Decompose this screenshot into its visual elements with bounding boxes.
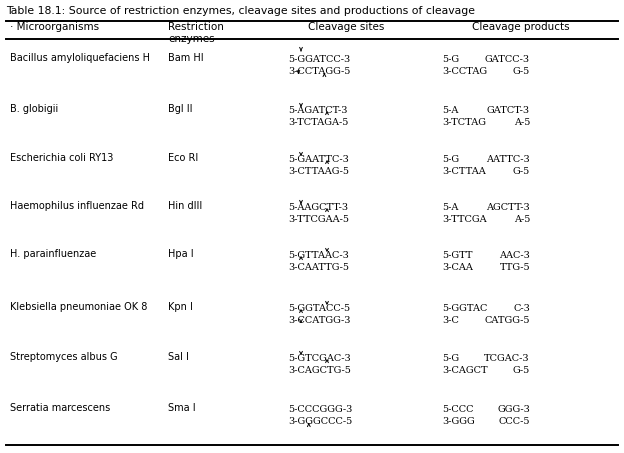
Text: 3-CTTAAG-5: 3-CTTAAG-5: [288, 167, 349, 176]
Text: 5-GTCGAC-3: 5-GTCGAC-3: [288, 354, 351, 363]
Text: 5-G: 5-G: [442, 55, 459, 64]
Text: 3-CAATTG-5: 3-CAATTG-5: [288, 263, 349, 272]
Text: Bacillus amyloliquefaciens H: Bacillus amyloliquefaciens H: [10, 53, 150, 63]
Text: 3-CTTAA: 3-CTTAA: [442, 167, 485, 176]
Text: 5-GGTACC-5: 5-GGTACC-5: [288, 304, 350, 313]
Text: 3-CAGCT: 3-CAGCT: [442, 366, 487, 375]
Text: 5-GAATTC-3: 5-GAATTC-3: [288, 155, 349, 164]
Text: 5-GGTAC: 5-GGTAC: [442, 304, 487, 313]
Text: G-5: G-5: [513, 366, 530, 375]
Text: 3-GGG: 3-GGG: [442, 417, 475, 426]
Text: Klebsiella pneumoniae OK 8: Klebsiella pneumoniae OK 8: [10, 302, 147, 312]
Text: 3-CCTAGG-5: 3-CCTAGG-5: [288, 67, 350, 76]
Text: G-5: G-5: [513, 67, 530, 76]
Text: 5-GTT: 5-GTT: [442, 251, 472, 260]
Text: TTG-5: TTG-5: [499, 263, 530, 272]
Text: Hpa I: Hpa I: [168, 249, 193, 259]
Text: Kpn I: Kpn I: [168, 302, 193, 312]
Text: 3-CCTAG: 3-CCTAG: [442, 67, 487, 76]
Text: C-3: C-3: [513, 304, 530, 313]
Text: Table 18.1: Source of restriction enzymes, cleavage sites and productions of cle: Table 18.1: Source of restriction enzyme…: [6, 6, 475, 16]
Text: 5-A: 5-A: [442, 106, 459, 115]
Text: 5-CCC: 5-CCC: [442, 405, 474, 414]
Text: 3-TCTAG: 3-TCTAG: [442, 118, 486, 127]
Text: A-5: A-5: [514, 118, 530, 127]
Text: 5-G: 5-G: [442, 354, 459, 363]
Text: Cleavage products: Cleavage products: [472, 22, 570, 32]
Text: 3-TTCGA: 3-TTCGA: [442, 215, 487, 224]
Text: GATCT-3: GATCT-3: [487, 106, 530, 115]
Text: 5-AGATCT-3: 5-AGATCT-3: [288, 106, 348, 115]
Text: G-5: G-5: [513, 167, 530, 176]
Text: CATGG-5: CATGG-5: [484, 316, 530, 325]
Text: Haemophilus influenzae Rd: Haemophilus influenzae Rd: [10, 201, 144, 211]
Text: AATTC-3: AATTC-3: [486, 155, 530, 164]
Text: GATCC-3: GATCC-3: [485, 55, 530, 64]
Text: Cleavage sites: Cleavage sites: [308, 22, 384, 32]
Text: · Microorganisms: · Microorganisms: [10, 22, 99, 32]
Text: Escherichia coli RY13: Escherichia coli RY13: [10, 153, 114, 163]
Text: Bgl II: Bgl II: [168, 104, 192, 114]
Text: AAC-3: AAC-3: [499, 251, 530, 260]
Text: CCC-5: CCC-5: [499, 417, 530, 426]
Text: Bam HI: Bam HI: [168, 53, 203, 63]
Text: GGG-3: GGG-3: [497, 405, 530, 414]
Text: 3-CAA: 3-CAA: [442, 263, 473, 272]
Text: AGCTT-3: AGCTT-3: [486, 203, 530, 212]
Text: B. globigii: B. globigii: [10, 104, 58, 114]
Text: Eco RI: Eco RI: [168, 153, 198, 163]
Text: 5-G: 5-G: [442, 155, 459, 164]
Text: 3-GGGCCC-5: 3-GGGCCC-5: [288, 417, 353, 426]
Text: Sal I: Sal I: [168, 352, 189, 362]
Text: Hin dIII: Hin dIII: [168, 201, 202, 211]
Text: 3-CAGCTG-5: 3-CAGCTG-5: [288, 366, 351, 375]
Text: Sma I: Sma I: [168, 403, 196, 413]
Text: 5-CCCGGG-3: 5-CCCGGG-3: [288, 405, 353, 414]
Text: Serratia marcescens: Serratia marcescens: [10, 403, 110, 413]
Text: Streptomyces albus G: Streptomyces albus G: [10, 352, 118, 362]
Text: 3-TTCGAA-5: 3-TTCGAA-5: [288, 215, 349, 224]
Text: A-5: A-5: [514, 215, 530, 224]
Text: 5-GTTAAC-3: 5-GTTAAC-3: [288, 251, 349, 260]
Text: 5-AAGCTT-3: 5-AAGCTT-3: [288, 203, 348, 212]
Text: TCGAC-3: TCGAC-3: [484, 354, 530, 363]
Text: 3-C: 3-C: [442, 316, 459, 325]
Text: 3-CCATGG-3: 3-CCATGG-3: [288, 316, 351, 325]
Text: 5-GGATCC-3: 5-GGATCC-3: [288, 55, 350, 64]
Text: H. parainfluenzae: H. parainfluenzae: [10, 249, 96, 259]
Text: 5-A: 5-A: [442, 203, 459, 212]
Text: Restriction
enzymes: Restriction enzymes: [168, 22, 224, 44]
Text: 3-TCTAGA-5: 3-TCTAGA-5: [288, 118, 348, 127]
